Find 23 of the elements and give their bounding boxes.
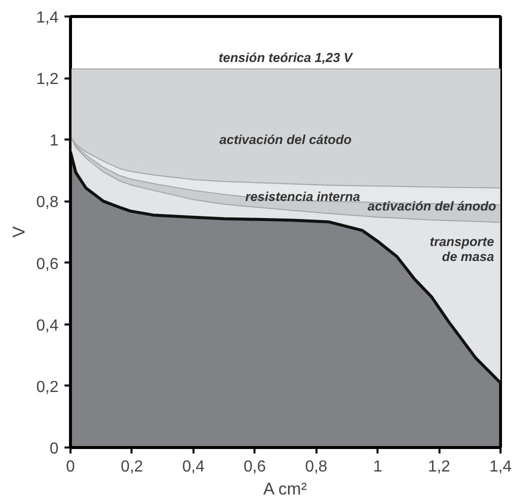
- x-tick-label: 0,8: [305, 458, 328, 476]
- x-tick-label: 0,2: [120, 458, 144, 476]
- annotation: tensión teórica 1,23 V: [218, 50, 354, 65]
- annotation: activación del cátodo: [219, 132, 352, 147]
- y-tick-label: 0: [50, 440, 59, 458]
- x-tick-label: 1: [373, 458, 382, 476]
- x-tick-label: 0,6: [244, 458, 266, 476]
- y-tick-label: 1,4: [36, 10, 59, 26]
- x-tick-label: 0,4: [182, 458, 205, 476]
- y-tick-label: 0,4: [36, 317, 59, 334]
- x-tick-label: 1,2: [428, 458, 450, 476]
- y-tick-label: 1,2: [36, 71, 59, 88]
- y-tick-label: 0,6: [36, 256, 59, 273]
- y-axis-title: V: [9, 226, 28, 238]
- y-tick-label: 0,2: [36, 378, 59, 396]
- x-axis-title: A cm²: [263, 480, 308, 498]
- annotation: resistencia interna: [245, 189, 360, 204]
- y-tick-label: 1: [50, 132, 59, 150]
- annotation: transporte de masa: [430, 234, 494, 264]
- annotation: activación del ánodo: [368, 198, 496, 214]
- x-tick-label: 0: [66, 458, 76, 476]
- x-tick-label: 1,4: [489, 458, 512, 476]
- y-tick-label: 0,8: [36, 194, 59, 212]
